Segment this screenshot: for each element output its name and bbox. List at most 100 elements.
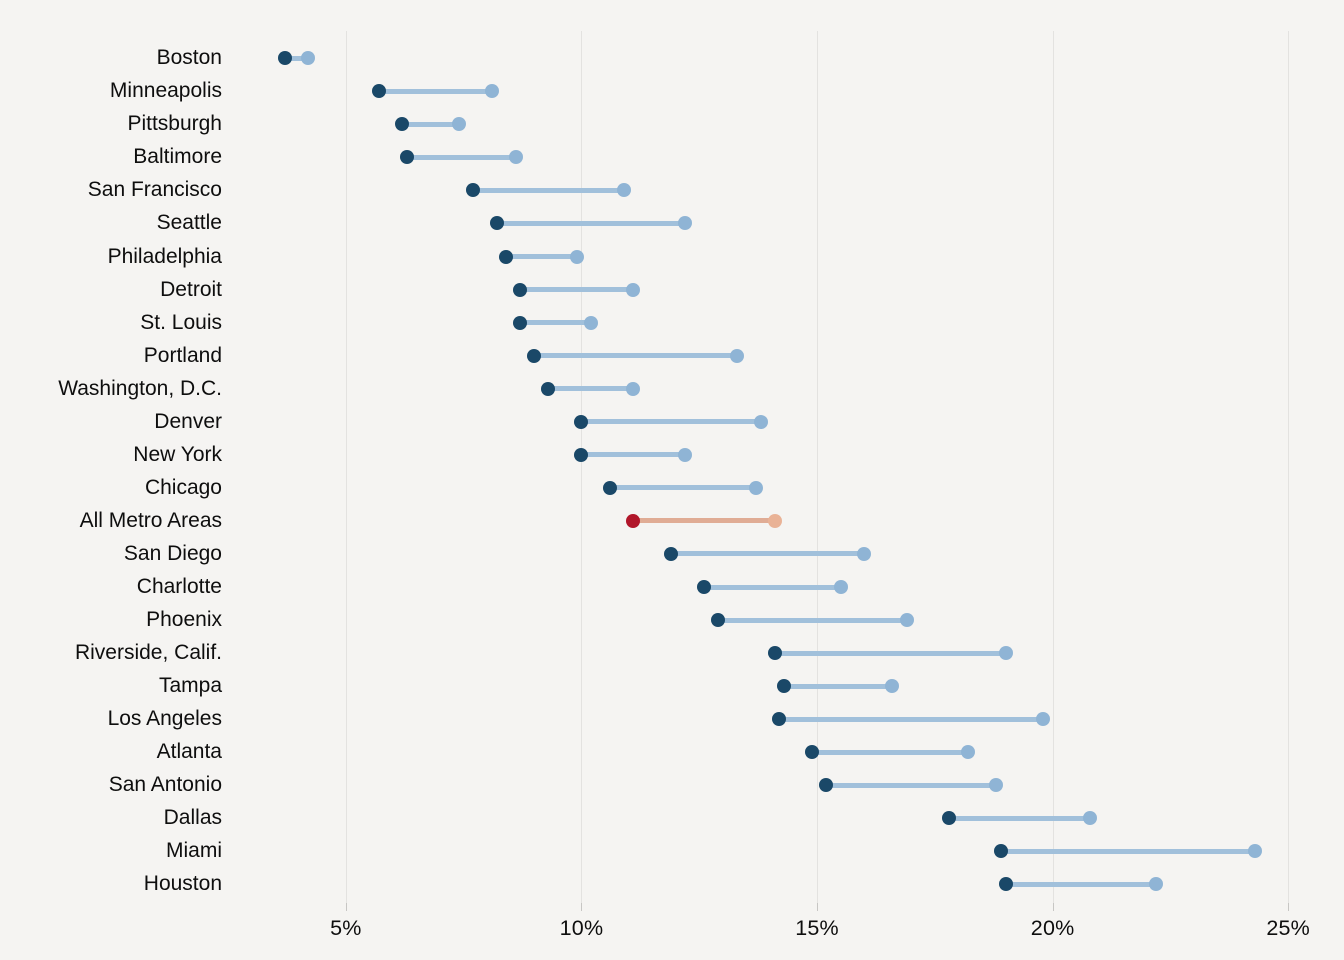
row-label: Phoenix xyxy=(146,608,222,632)
end-dot xyxy=(1036,712,1051,727)
row-label: Portland xyxy=(143,343,222,367)
row-label: Denver xyxy=(154,409,222,433)
end-dot xyxy=(616,183,631,198)
start-dot xyxy=(626,513,641,528)
axis-tick-mark xyxy=(345,903,347,911)
end-dot xyxy=(678,447,693,462)
row-label: Philadelphia xyxy=(107,244,222,268)
start-dot xyxy=(941,811,956,826)
row-label: Dallas xyxy=(163,806,222,830)
start-dot xyxy=(574,447,589,462)
end-dot xyxy=(1248,844,1263,859)
row-label: Seattle xyxy=(156,211,222,235)
start-dot xyxy=(489,216,504,231)
end-dot xyxy=(301,51,316,66)
row-label: Washington, D.C. xyxy=(58,376,222,400)
dumbbell-connector xyxy=(826,782,997,788)
start-dot xyxy=(513,282,528,297)
dumbbell-connector xyxy=(407,154,516,160)
start-dot xyxy=(993,844,1008,859)
start-dot xyxy=(998,877,1013,892)
end-dot xyxy=(998,646,1013,661)
dumbbell-connector xyxy=(609,485,756,491)
start-dot xyxy=(602,480,617,495)
row-label: New York xyxy=(133,442,222,466)
row-label: Miami xyxy=(166,839,222,863)
dumbbell-connector xyxy=(548,386,634,392)
end-dot xyxy=(899,613,914,628)
end-dot xyxy=(484,84,499,99)
dumbbell-connector xyxy=(520,320,591,326)
start-dot xyxy=(513,315,528,330)
end-dot xyxy=(857,546,872,561)
dumbbell-connector xyxy=(703,584,841,590)
row-label: Boston xyxy=(156,46,222,70)
start-dot xyxy=(772,712,787,727)
start-dot xyxy=(574,414,589,429)
row-label: Los Angeles xyxy=(107,707,222,731)
end-dot xyxy=(753,414,768,429)
start-dot xyxy=(541,381,556,396)
row-label: Charlotte xyxy=(136,575,222,598)
x-axis-tick-label: 15% xyxy=(795,916,839,940)
dumbbell-connector xyxy=(1000,848,1256,854)
end-dot xyxy=(626,282,641,297)
dumbbell-connector xyxy=(774,650,1006,656)
dumbbell-connector xyxy=(779,716,1044,722)
dumbbell-connector xyxy=(633,518,775,524)
x-axis-tick-label: 25% xyxy=(1266,916,1310,940)
gridline xyxy=(581,31,583,903)
gridline xyxy=(345,31,347,903)
dumbbell-connector xyxy=(784,683,893,689)
dumbbell-connector xyxy=(534,353,737,359)
row-label: Tampa xyxy=(158,674,222,698)
end-dot xyxy=(451,117,466,132)
end-dot xyxy=(626,381,641,396)
dumbbell-connector xyxy=(496,220,686,226)
end-dot xyxy=(885,679,900,694)
end-dot xyxy=(748,480,763,495)
dumbbell-connector xyxy=(520,287,634,293)
axis-tick-mark xyxy=(1288,903,1290,911)
end-dot xyxy=(767,513,782,528)
row-label: Detroit xyxy=(160,277,222,301)
dumbbell-connector xyxy=(581,452,686,458)
end-dot xyxy=(569,249,584,264)
end-dot xyxy=(508,150,523,165)
dumbbell-connector xyxy=(670,551,865,557)
end-dot xyxy=(729,348,744,363)
dumbbell-connector xyxy=(473,187,624,193)
x-axis-tick-label: 20% xyxy=(1030,916,1075,940)
row-label: St. Louis xyxy=(140,310,222,334)
x-axis-tick-label: 10% xyxy=(559,916,604,940)
start-dot xyxy=(395,117,410,132)
end-dot xyxy=(1149,877,1164,892)
dumbbell-connector xyxy=(284,55,309,61)
row-label: Chicago xyxy=(144,475,222,499)
gridline xyxy=(1288,31,1290,903)
x-axis-tick-label: 5% xyxy=(330,916,362,940)
dumbbell-connector xyxy=(581,419,761,425)
end-dot xyxy=(678,216,693,231)
end-dot xyxy=(833,580,848,594)
start-dot xyxy=(819,778,834,793)
start-dot xyxy=(696,580,711,594)
row-label: All Metro Areas xyxy=(79,508,222,532)
start-dot xyxy=(277,51,292,66)
end-dot xyxy=(1083,811,1098,826)
start-dot xyxy=(767,646,782,661)
row-label: Pittsburgh xyxy=(127,112,222,136)
dumbbell-connector xyxy=(812,749,968,755)
dumbbell-connector xyxy=(718,617,907,623)
axis-tick-mark xyxy=(581,903,583,911)
end-dot xyxy=(960,745,975,760)
dumbbell-connector xyxy=(378,88,492,94)
end-dot xyxy=(583,315,598,330)
end-dot xyxy=(989,778,1004,793)
row-label: Houston xyxy=(143,872,222,896)
row-label: Atlanta xyxy=(156,740,222,764)
gridline xyxy=(1052,31,1054,903)
axis-tick-mark xyxy=(1052,903,1054,911)
start-dot xyxy=(400,150,415,165)
